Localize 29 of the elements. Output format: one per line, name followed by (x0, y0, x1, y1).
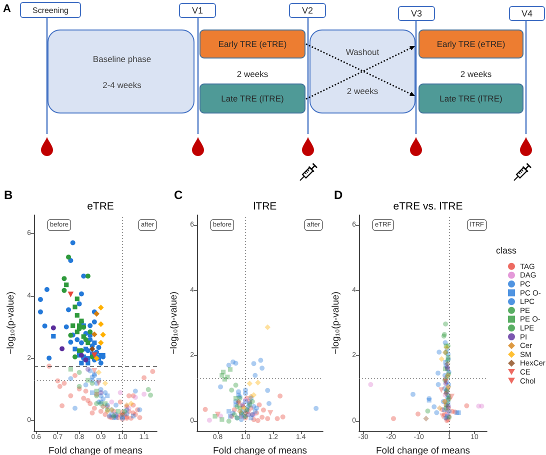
y-axis-title: −log₁₀(p-value) (6, 292, 17, 354)
text: Early TRE (eTRE) (218, 39, 287, 49)
y-axis-title: −log₁₀(p-value) (330, 292, 342, 354)
chart-title: lTRE (253, 200, 277, 212)
x-axis-title: Fold change of means (48, 445, 143, 455)
text: 2-4 weeks (102, 80, 142, 90)
text: V3 (410, 8, 422, 18)
legend-title: class (496, 246, 518, 256)
text: Washout (346, 47, 380, 57)
text: Early TRE (eTRE) (436, 39, 506, 49)
text: V4 (521, 8, 533, 18)
chart-title: eTRE (87, 200, 114, 212)
text: D (334, 188, 343, 202)
x-axis-title: Fold change of means (376, 445, 470, 455)
x-axis-title: Fold change of means (212, 445, 308, 455)
text: B (4, 188, 13, 202)
text: 2 weeks (346, 86, 378, 96)
text: Late TRE (lTRE) (440, 94, 502, 104)
text: Baseline phase (92, 54, 152, 64)
text: V2 (302, 6, 314, 16)
text: Screening (32, 6, 69, 15)
chart-title: eTRE vs. lTRE (393, 200, 463, 212)
text: Late TRE (lTRE) (221, 94, 284, 104)
text: A (3, 3, 11, 15)
text: C (174, 188, 183, 202)
text: 2 weeks (236, 69, 268, 79)
y-axis-title: −log₁₀(p-value) (168, 292, 180, 354)
text: V1 (192, 6, 204, 16)
text: 2 weeks (460, 69, 492, 79)
